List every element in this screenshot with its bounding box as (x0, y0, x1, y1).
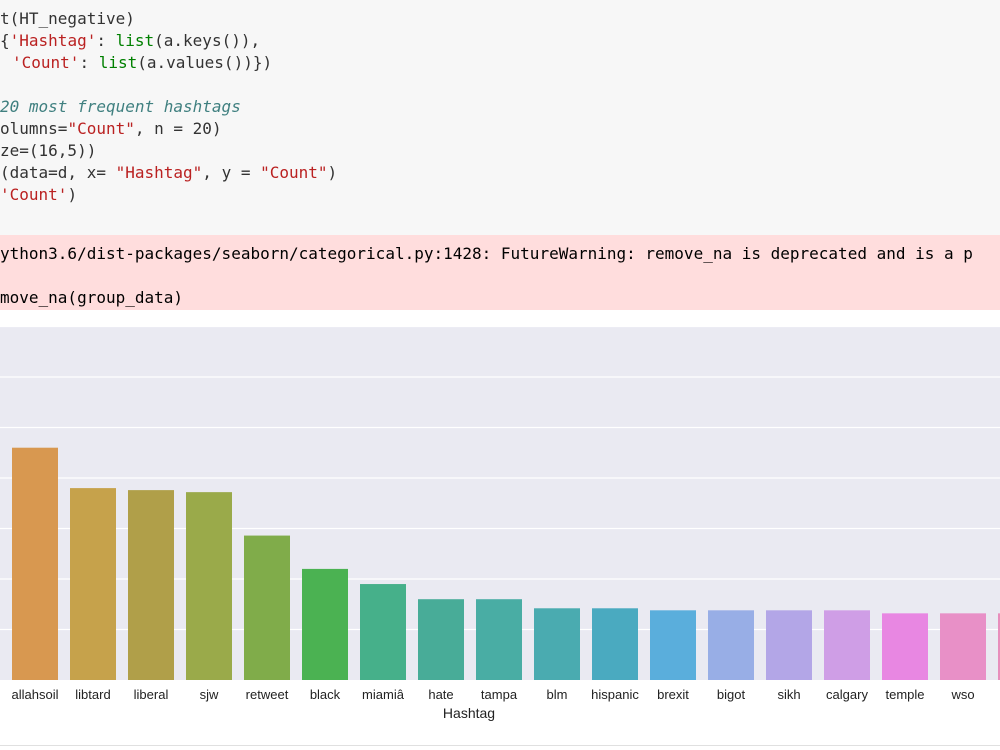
bar-chart: allahsoil libtard liberal sjw retweet black mi… (0, 325, 1000, 721)
bar (70, 488, 116, 680)
code-comment: 20 most frequent hashtags (0, 97, 241, 116)
code-line-3: 'Count': list(a.values())}) (12, 53, 273, 72)
x-tick-label: hate (428, 687, 453, 702)
x-axis-label: Hashtag (443, 705, 495, 721)
bar (12, 447, 58, 680)
x-tick-label: calgary (826, 687, 868, 702)
x-tick-label: liberal (134, 687, 169, 702)
plot-output: allahsoil libtard liberal sjw retweet black mi… (0, 310, 1000, 750)
code-line-5: olumns="Count", n = 20) (0, 119, 222, 138)
bar (418, 599, 464, 680)
x-tick-label: allahsoil (12, 687, 59, 702)
code-line-7: (data=d, x= "Hashtag", y = "Count") (0, 163, 338, 182)
x-tick-label: brexit (657, 687, 689, 702)
code-line-2: {'Hashtag': list(a.keys()), (0, 31, 261, 50)
bar (476, 599, 522, 680)
x-tick-label: tampa (481, 687, 518, 702)
x-tick-label: temple (885, 687, 924, 702)
bar (766, 610, 812, 680)
bar (534, 608, 580, 680)
bar (186, 492, 232, 680)
code-line-1: t(HT_negative) (0, 9, 135, 28)
code-line-6: ze=(16,5)) (0, 141, 97, 160)
bar (650, 610, 696, 680)
bar (998, 613, 1000, 680)
x-tick-label: hispanic (591, 687, 639, 702)
warning-output: ython3.6/dist-packages/seaborn/categoric… (0, 235, 1000, 310)
warning-line-2: move_na(group_data) (0, 288, 184, 307)
cell-divider (0, 745, 1000, 746)
x-tick-label: sjw (200, 687, 219, 702)
x-tick-label: retweet (246, 687, 289, 702)
x-tick-label: sikh (777, 687, 800, 702)
bar (708, 610, 754, 680)
x-tick-label: wso (950, 687, 974, 702)
warning-line-1: ython3.6/dist-packages/seaborn/categoric… (0, 244, 973, 263)
bar (244, 535, 290, 680)
code-line-8: 'Count') (0, 185, 78, 204)
bar (128, 490, 174, 680)
x-tick-label: miamiâ (362, 687, 405, 702)
bar (824, 610, 870, 680)
x-tick-label: libtard (75, 687, 110, 702)
bar (360, 584, 406, 680)
bar (302, 568, 348, 680)
code-cell[interactable]: t(HT_negative) {'Hashtag': list(a.keys()… (0, 0, 1000, 236)
bar (940, 613, 986, 680)
x-tick-label: blm (547, 687, 568, 702)
bar (592, 608, 638, 680)
bar (882, 613, 928, 680)
x-tick-label: bigot (717, 687, 746, 702)
x-tick-label: black (310, 687, 341, 702)
